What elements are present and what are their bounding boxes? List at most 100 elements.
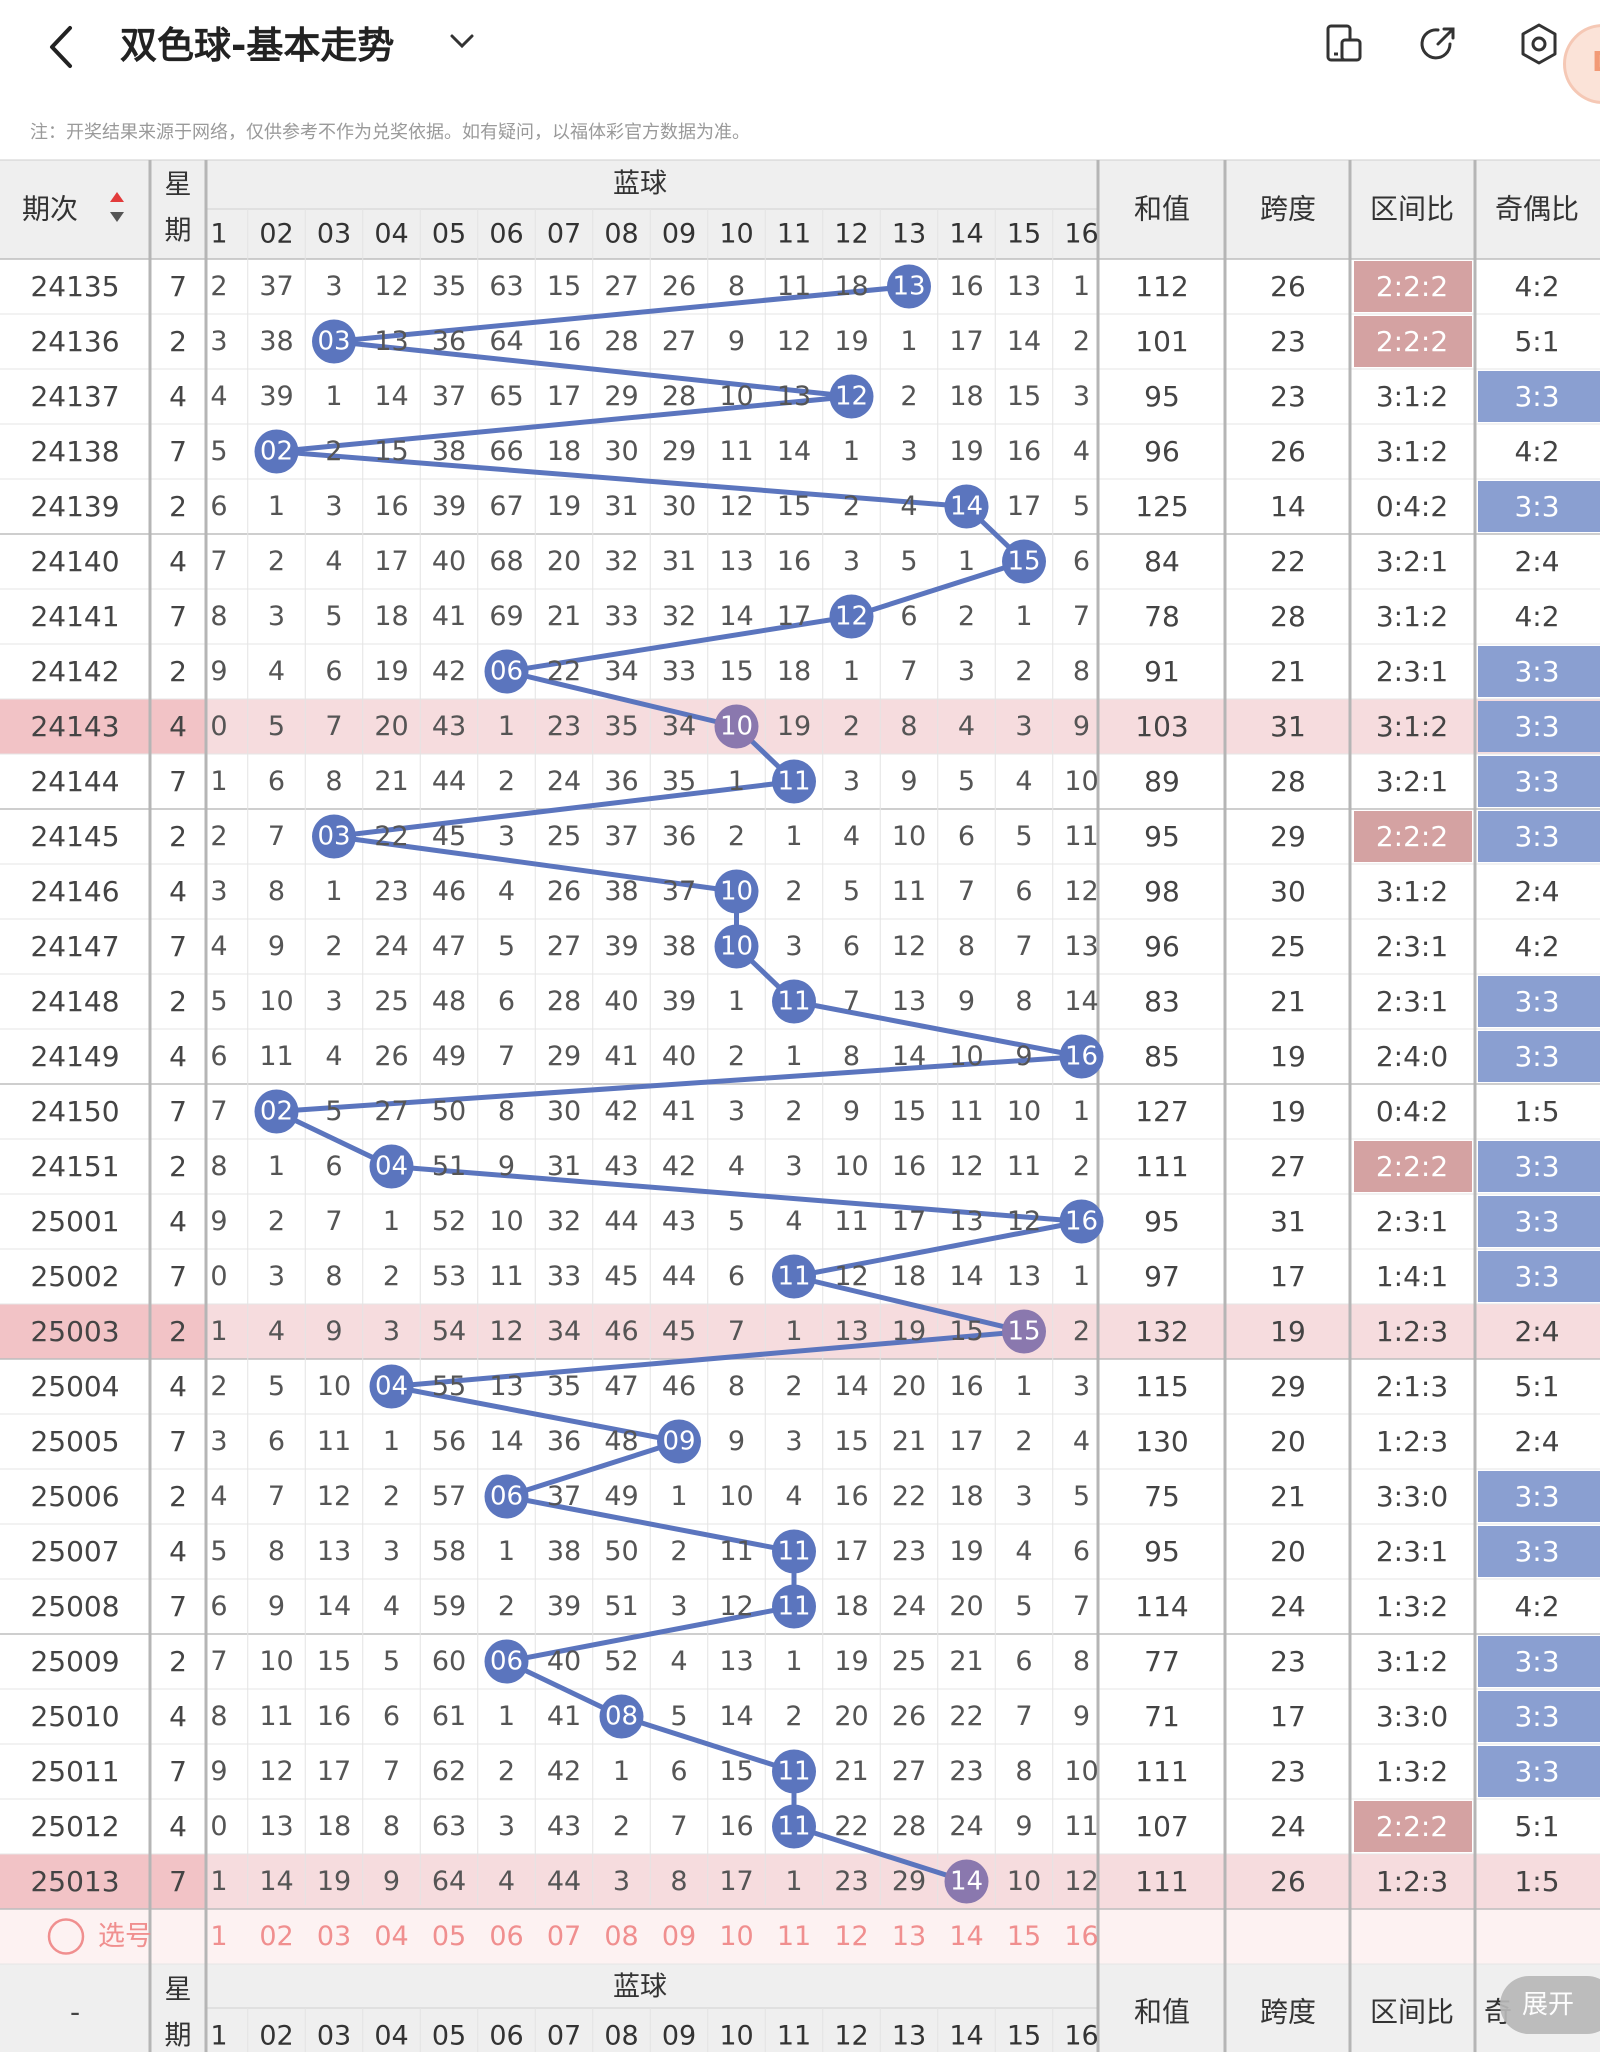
blue-ball-number: 10 xyxy=(720,877,753,907)
select-number[interactable]: 05 xyxy=(432,1921,466,1952)
sum-cell: 103 xyxy=(1135,710,1188,743)
back-icon[interactable] xyxy=(40,22,84,72)
blue-cell: 41 xyxy=(547,1701,581,1732)
select-number[interactable]: 07 xyxy=(547,1921,581,1952)
device-icon[interactable] xyxy=(1320,20,1368,68)
zone-cell: 3:1:2 xyxy=(1376,435,1448,468)
odd-even-highlight xyxy=(1478,1031,1600,1082)
blue-number-header: 1 xyxy=(210,219,227,250)
blue-cell: 4 xyxy=(670,1646,687,1677)
blue-cell: 28 xyxy=(892,1811,926,1842)
blue-cell: 1 xyxy=(785,1041,802,1072)
blue-cell: 21 xyxy=(374,766,408,797)
select-number[interactable]: 14 xyxy=(949,1921,983,1952)
select-number[interactable]: 06 xyxy=(489,1921,523,1952)
blue-cell: 5 xyxy=(1015,1591,1032,1622)
select-number[interactable]: 08 xyxy=(604,1921,638,1952)
odd-even-highlight xyxy=(1478,1141,1600,1192)
blue-cell: 15 xyxy=(374,436,408,467)
select-number[interactable]: 15 xyxy=(1007,1921,1041,1952)
select-number[interactable]: 02 xyxy=(259,1921,293,1952)
blue-cell: 12 xyxy=(892,931,926,962)
select-number[interactable]: 1 xyxy=(210,1921,227,1952)
blue-cell: 42 xyxy=(432,656,466,687)
select-radio[interactable] xyxy=(47,1918,85,1955)
blue-cell: 7 xyxy=(325,711,342,742)
odd-even-highlight xyxy=(1478,1691,1600,1742)
odd-even-highlight xyxy=(1478,1526,1600,1577)
span-cell: 26 xyxy=(1270,270,1306,303)
blue-cell: 38 xyxy=(547,1536,581,1567)
blue-ball xyxy=(772,1749,816,1794)
blue-cell: 50 xyxy=(604,1536,638,1567)
select-number[interactable]: 04 xyxy=(374,1921,408,1952)
footer-blue: 蓝球 xyxy=(613,1972,667,2003)
blue-cell: 9 xyxy=(210,1206,227,1237)
blue-cell: 10 xyxy=(719,1481,753,1512)
chevron-down-icon[interactable] xyxy=(448,28,476,58)
blue-cell: 14 xyxy=(777,436,811,467)
span-cell: 19 xyxy=(1270,1095,1306,1128)
blue-cell: 18 xyxy=(547,436,581,467)
blue-ball-number: 04 xyxy=(375,1152,408,1182)
blue-cell: 44 xyxy=(547,1866,581,1897)
blue-cell: 30 xyxy=(662,491,696,522)
blue-cell: 17 xyxy=(834,1536,868,1567)
blue-ball xyxy=(484,1474,529,1519)
select-number[interactable]: 11 xyxy=(777,1921,811,1952)
blue-number-header: 08 xyxy=(604,219,638,250)
blue-cell: 3 xyxy=(210,326,227,357)
blue-cell: 22 xyxy=(892,1481,926,1512)
blue-cell: 16 xyxy=(1007,436,1041,467)
table-row xyxy=(0,314,1600,369)
blue-cell: 68 xyxy=(489,546,523,577)
page-title[interactable]: 双色球-基本走势 xyxy=(120,24,395,67)
span-cell: 30 xyxy=(1270,875,1306,908)
blue-cell: 3 xyxy=(900,436,917,467)
blue-cell: 21 xyxy=(949,1646,983,1677)
sort-icon[interactable] xyxy=(110,192,124,222)
blue-cell: 1 xyxy=(498,1701,515,1732)
blue-cell: 15 xyxy=(1007,381,1041,412)
sum-cell: 132 xyxy=(1135,1315,1188,1348)
column-header-period[interactable]: 期次 xyxy=(22,193,78,226)
share-icon[interactable] xyxy=(1414,20,1462,68)
select-number[interactable]: 09 xyxy=(662,1921,696,1952)
blue-ball xyxy=(829,594,874,639)
expand-button[interactable]: 展开 xyxy=(1500,1976,1600,2034)
blue-cell: 13 xyxy=(259,1811,293,1842)
blue-cell: 13 xyxy=(719,1646,753,1677)
blue-cell: 8 xyxy=(210,601,227,632)
span-cell: 22 xyxy=(1270,545,1306,578)
settings-icon[interactable] xyxy=(1515,20,1563,68)
sum-cell: 78 xyxy=(1144,600,1180,633)
blue-cell: 2 xyxy=(785,1371,802,1402)
select-row xyxy=(0,1909,1600,1964)
blue-ball xyxy=(369,1364,414,1409)
select-number[interactable]: 03 xyxy=(317,1921,351,1952)
footer-blue-number: 02 xyxy=(259,2021,293,2052)
blue-cell: 13 xyxy=(374,326,408,357)
footer-blue-number: 07 xyxy=(547,2021,581,2052)
blue-cell: 12 xyxy=(719,1591,753,1622)
select-number[interactable]: 12 xyxy=(834,1921,868,1952)
odd-even-cell: 5:1 xyxy=(1514,1370,1559,1403)
odd-even-cell: 3:3 xyxy=(1514,710,1559,743)
blue-cell: 3 xyxy=(325,271,342,302)
blue-cell: 29 xyxy=(547,1041,581,1072)
select-number[interactable]: 13 xyxy=(892,1921,926,1952)
select-number[interactable]: 16 xyxy=(1064,1921,1098,1952)
odd-even-cell: 4:2 xyxy=(1514,270,1559,303)
blue-cell: 2 xyxy=(785,1701,802,1732)
footer-blue-number: 14 xyxy=(949,2021,983,2052)
sum-cell: 111 xyxy=(1135,1150,1188,1183)
blue-cell: 4 xyxy=(268,656,285,687)
blue-ball xyxy=(772,1804,816,1849)
select-number[interactable]: 10 xyxy=(719,1921,753,1952)
blue-cell: 37 xyxy=(604,821,638,852)
blue-cell: 66 xyxy=(489,436,523,467)
blue-cell: 13 xyxy=(892,986,926,1017)
blue-cell: 11 xyxy=(777,271,811,302)
blue-cell: 45 xyxy=(604,1261,638,1292)
select-label[interactable]: 选号 xyxy=(98,1921,152,1952)
